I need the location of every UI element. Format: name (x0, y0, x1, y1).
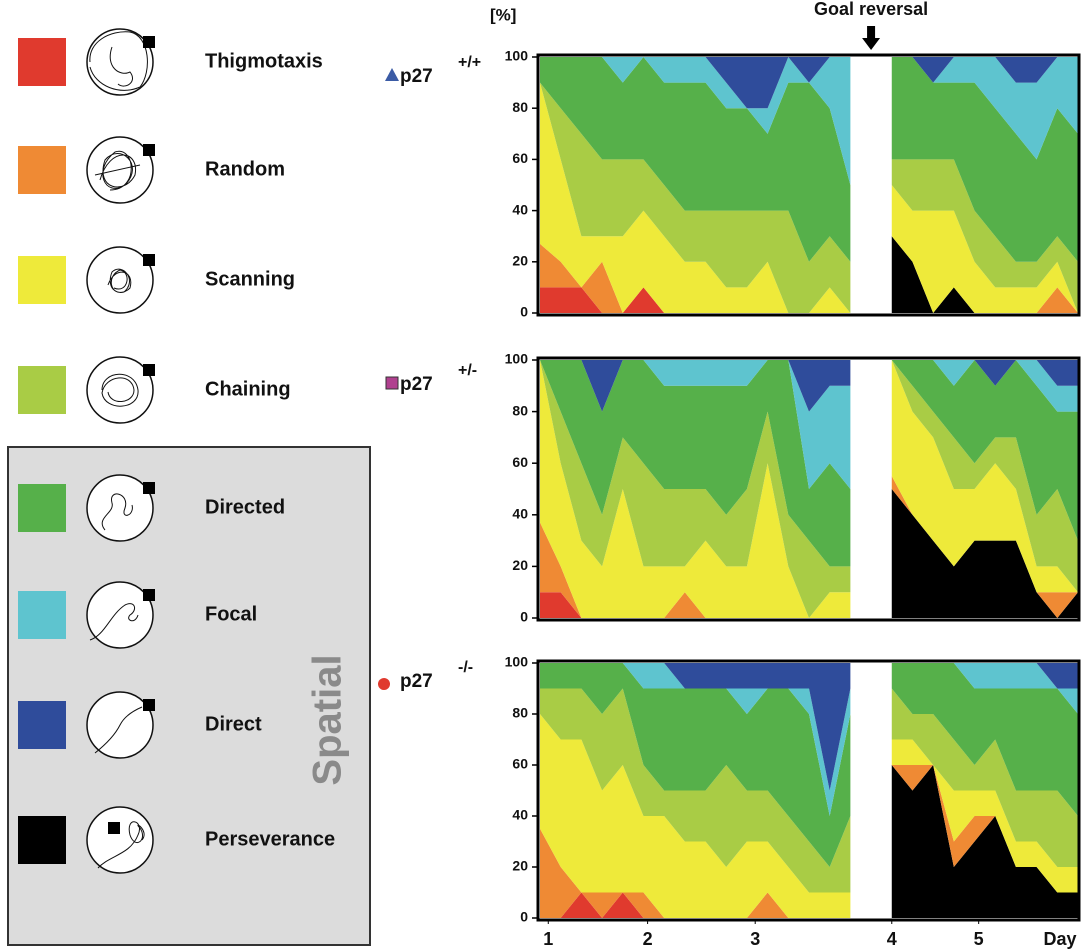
genotype-marker (386, 377, 398, 389)
legend-swatch (18, 816, 66, 864)
genotype-superscript: +/- (458, 362, 477, 379)
genotype-superscript: -/- (458, 659, 473, 676)
legend-swatch (18, 146, 66, 194)
legend-label: Random (205, 158, 285, 180)
figure: Spatial Thigmotaxis Random Scanning Chainin… (0, 0, 1082, 950)
x-tick-label: 1 (543, 929, 553, 949)
track-goal (143, 699, 155, 711)
y-tick-label: 20 (512, 557, 528, 573)
y-tick-label: 20 (512, 253, 528, 269)
legend-swatch (18, 366, 66, 414)
genotype-marker (385, 68, 399, 81)
track-goal (108, 822, 120, 834)
x-axis-label: Day (1043, 929, 1076, 949)
legend-label: Perseverance (205, 828, 335, 850)
genotype-superscript: +/+ (458, 54, 481, 71)
x-tick-label: 4 (887, 929, 897, 949)
track-goal (143, 589, 155, 601)
track-goal (143, 482, 155, 494)
genotype-label: p27 (400, 671, 433, 692)
legend-swatch (18, 38, 66, 86)
y-tick-label: 100 (505, 351, 529, 367)
y-axis-label: [%] (490, 5, 516, 24)
y-tick-label: 80 (512, 402, 528, 418)
track-goal (143, 254, 155, 266)
y-tick-label: 60 (512, 150, 528, 166)
genotype-label: p27 (400, 66, 433, 87)
legend-label: Scanning (205, 268, 295, 290)
spatial-label: Spatial (306, 654, 350, 785)
x-tick-label: 5 (974, 929, 984, 949)
x-tick-label: 2 (643, 929, 653, 949)
annotation-arrow (862, 26, 880, 50)
y-tick-label: 40 (512, 506, 528, 522)
y-tick-label: 60 (512, 756, 528, 772)
genotype-label: p27 (400, 374, 433, 395)
track-goal (143, 36, 155, 48)
y-tick-label: 80 (512, 705, 528, 721)
y-tick-label: 80 (512, 99, 528, 115)
track-arena (87, 807, 153, 873)
legend-swatch (18, 484, 66, 532)
x-tick-label: 3 (750, 929, 760, 949)
y-tick-label: 40 (512, 201, 528, 217)
y-tick-label: 100 (505, 48, 529, 64)
y-tick-label: 40 (512, 807, 528, 823)
y-tick-label: 0 (520, 304, 528, 320)
annotation: Goal reversal (814, 0, 928, 19)
legend-swatch (18, 591, 66, 639)
y-tick-label: 0 (520, 909, 528, 925)
track-goal (143, 144, 155, 156)
legend-label: Chaining (205, 378, 291, 400)
legend-swatch (18, 256, 66, 304)
genotype-marker (378, 678, 390, 690)
y-tick-label: 100 (505, 654, 529, 670)
legend-swatch (18, 701, 66, 749)
legend-label: Focal (205, 603, 257, 625)
y-tick-label: 0 (520, 609, 528, 625)
y-tick-label: 20 (512, 858, 528, 874)
legend-label: Thigmotaxis (205, 50, 323, 72)
y-tick-label: 60 (512, 454, 528, 470)
track-goal (143, 364, 155, 376)
legend-label: Direct (205, 713, 262, 735)
legend-label: Directed (205, 496, 285, 518)
